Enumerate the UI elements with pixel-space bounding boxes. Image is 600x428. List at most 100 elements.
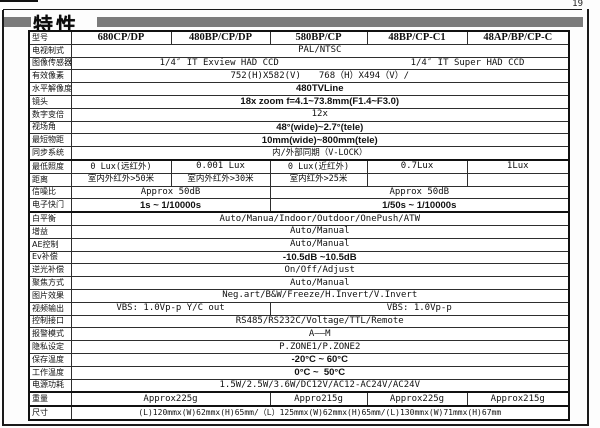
spec-cell: 48AP/BP/CP-C bbox=[466, 30, 570, 45]
spec-cell: 室内外红外>50米 bbox=[70, 172, 172, 187]
row-label: 数字变倍 bbox=[28, 107, 72, 122]
row-label: AE控制 bbox=[28, 237, 72, 252]
table-row: 图像传感器 1/4″ IT Exview HAD CCD 1/4″ IT Super… bbox=[28, 56, 570, 71]
spec-cell: On/Off/Adjust bbox=[70, 263, 570, 278]
spec-table: 型号 680CP/DP 480BP/CP/DP 580BP/CP 48BP/CP-C1 4… bbox=[28, 30, 570, 421]
spec-cell: Approx215g bbox=[466, 391, 570, 408]
row-label: 聚焦方式 bbox=[28, 276, 72, 290]
spec-cell: 480BP/CP/DP bbox=[170, 30, 271, 45]
page-number: 19 bbox=[572, 0, 583, 9]
row-label: 保存温度 bbox=[28, 352, 72, 367]
bottom-page-border bbox=[2, 424, 589, 426]
table-row: 信噪比 Approx 50dB Approx 50dB bbox=[28, 185, 570, 200]
table-row: 图片效果 Neg.art/B&W/Freeze/H.Invert/V.Invert bbox=[28, 288, 570, 303]
table-row: 报警模式 A——M bbox=[28, 327, 570, 342]
spec-cell: 1s ~ 1/10000s bbox=[70, 198, 271, 213]
spec-cell: 48BP/CP-C1 bbox=[366, 30, 468, 45]
spec-cell: Auto/Manual bbox=[70, 224, 570, 239]
header-bar-right bbox=[97, 17, 583, 27]
table-row: 重量 Approx225g Appro215g Approx225g Approx215… bbox=[28, 391, 570, 408]
spec-cell: 1/50s ~ 1/10000s bbox=[269, 198, 570, 213]
row-label: 距离 bbox=[28, 172, 72, 187]
table-row: 数字变倍 12x bbox=[28, 107, 570, 122]
table-row: 增益 Auto/Manual bbox=[28, 224, 570, 239]
spec-cell: (L)120mmx(W)62mmx(H)65mm/（L）125mmx(W)62m… bbox=[70, 405, 570, 421]
spec-cell: 1.5W/2.5W/3.6W/DC12V/AC12-AC24V/AC24V bbox=[70, 378, 570, 393]
table-row: 同步系统 内/外部同期（V-LOCK） bbox=[28, 146, 570, 161]
spec-cell: 1Lux bbox=[466, 158, 570, 174]
table-row: 最短物距 10mm(wide)~800mm(tele) bbox=[28, 133, 570, 148]
row-label: 电子快门 bbox=[28, 198, 72, 213]
row-label: 增益 bbox=[28, 224, 72, 239]
row-label: 镜头 bbox=[28, 94, 72, 109]
spec-cell: Approx225g bbox=[366, 391, 468, 408]
row-label: 图像传感器 bbox=[28, 56, 72, 71]
left-page-border bbox=[2, 10, 4, 426]
table-row: AE控制 Auto/Manual bbox=[28, 237, 570, 252]
spec-cell: Approx 50dB bbox=[269, 185, 570, 200]
spec-cell: 1/4″ IT Exview HAD CCD bbox=[70, 56, 367, 71]
spec-cell: 580BP/CP bbox=[269, 30, 368, 45]
table-row: 最低照度 0 Lux(远红外) 0.001 Lux 0 Lux(近红外) 0.7Lux 1… bbox=[28, 158, 570, 174]
spec-cell: 0 Lux(近红外) bbox=[269, 158, 368, 174]
table-row: 保存温度 -20°C ~ 60°C bbox=[28, 352, 570, 367]
spec-cell: 12x bbox=[70, 107, 570, 122]
spec-cell: 0.001 Lux bbox=[170, 158, 271, 174]
table-row: 距离 室内外红外>50米 室内外红外>30米 室内红外>25米 bbox=[28, 172, 570, 187]
header-bar-left bbox=[4, 17, 31, 27]
spec-cell: A——M bbox=[70, 327, 570, 342]
top-rule bbox=[3, 9, 582, 10]
right-page-border bbox=[587, 9, 589, 426]
table-row: 电视制式 PAL/NTSC bbox=[28, 43, 570, 58]
spec-cell: Approx225g bbox=[70, 391, 271, 408]
spec-cell: PAL/NTSC bbox=[70, 43, 570, 58]
table-row: 有效像素 752(H)X582(V) 768（H）X494（V）/ bbox=[28, 69, 570, 84]
row-label: 同步系统 bbox=[28, 146, 72, 161]
spec-cell: Appro215g bbox=[269, 391, 368, 408]
table-row: 隐私设定 P.ZONE1/P.ZONE2 bbox=[28, 340, 570, 354]
row-label: 最短物距 bbox=[28, 133, 72, 148]
spec-cell: RS485/RS232C/Voltage/TTL/Remote bbox=[70, 314, 570, 329]
table-row: 型号 680CP/DP 480BP/CP/DP 580BP/CP 48BP/CP-C1 4… bbox=[28, 30, 570, 45]
spec-cell: 480TVLine bbox=[70, 82, 570, 96]
spec-cell: 室内外红外>30米 bbox=[170, 172, 271, 187]
spec-cell: 室内红外>25米 bbox=[269, 172, 368, 187]
spec-cell: 1/4″ IT Super HAD CCD bbox=[367, 56, 570, 71]
row-label: 逆光补偿 bbox=[28, 263, 72, 278]
spec-cell: 48°(wide)~2.7°(tele) bbox=[70, 120, 570, 135]
row-label: Ev补偿 bbox=[28, 250, 72, 265]
table-row: 水平解像度 480TVLine bbox=[28, 82, 570, 96]
spec-cell: VBS: 1.0Vp-p Y/C out bbox=[70, 301, 271, 316]
spec-cell: 18x zoom f=4.1~73.8mm(F1.4~F3.0) bbox=[70, 94, 570, 109]
spec-cell: Neg.art/B&W/Freeze/H.Invert/V.Invert bbox=[70, 288, 570, 303]
spec-cell bbox=[466, 172, 570, 187]
spec-cell: 0.7Lux bbox=[366, 158, 468, 174]
table-row: 控制接口 RS485/RS232C/Voltage/TTL/Remote bbox=[28, 314, 570, 329]
spec-cell: 10mm(wide)~800mm(tele) bbox=[70, 133, 570, 148]
table-row: 电子快门 1s ~ 1/10000s 1/50s ~ 1/10000s bbox=[28, 198, 570, 213]
row-label: 电视制式 bbox=[28, 43, 72, 58]
row-label: 尺寸 bbox=[28, 405, 72, 421]
spec-cell: 680CP/DP bbox=[70, 30, 172, 45]
spec-cell: 752(H)X582(V) 768（H）X494（V）/ bbox=[70, 69, 570, 84]
row-label: 白平衡 bbox=[28, 211, 72, 226]
row-label: 图片效果 bbox=[28, 288, 72, 303]
table-row: 逆光补偿 On/Off/Adjust bbox=[28, 263, 570, 278]
row-label: 隐私设定 bbox=[28, 340, 72, 354]
row-label: 视频输出 bbox=[28, 301, 72, 316]
spec-cell: -10.5dB ~10.5dB bbox=[70, 250, 570, 265]
table-row: 尺寸 (L)120mmx(W)62mmx(H)65mm/（L）125mmx(W)6… bbox=[28, 405, 570, 421]
row-label: 工作温度 bbox=[28, 365, 72, 380]
spec-cell: 0°C ~ 50°C bbox=[70, 365, 570, 380]
row-label: 视场角 bbox=[28, 120, 72, 135]
row-label: 报警模式 bbox=[28, 327, 72, 342]
table-row: 工作温度 0°C ~ 50°C bbox=[28, 365, 570, 380]
spec-cell: P.ZONE1/P.ZONE2 bbox=[70, 340, 570, 354]
spec-cell: Approx 50dB bbox=[70, 185, 271, 200]
section-header: 特性 bbox=[0, 12, 600, 37]
row-label: 有效像素 bbox=[28, 69, 72, 84]
row-label: 信噪比 bbox=[28, 185, 72, 200]
table-row: Ev补偿 -10.5dB ~10.5dB bbox=[28, 250, 570, 265]
table-row: 聚焦方式 Auto/Manual bbox=[28, 276, 570, 290]
